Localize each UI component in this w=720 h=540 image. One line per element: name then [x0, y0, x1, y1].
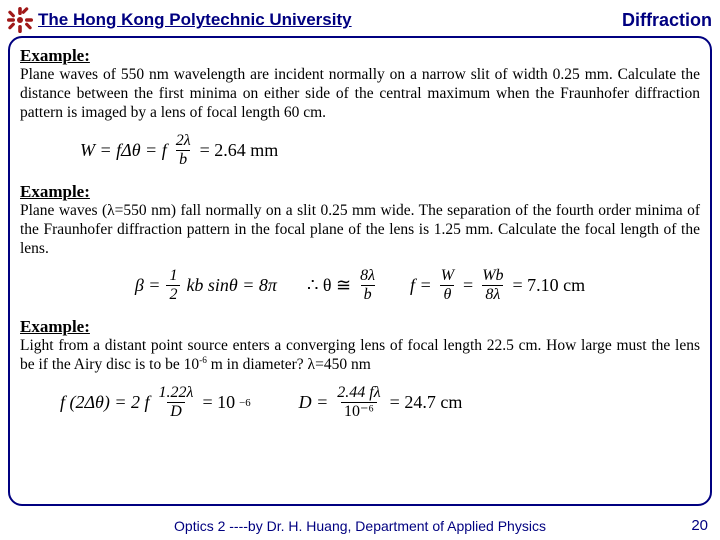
- university-logo-icon: [6, 6, 34, 34]
- slide-topic: Diffraction: [622, 10, 712, 31]
- example-label-3: Example:: [20, 317, 700, 337]
- eq2c-lhs: f =: [410, 275, 432, 296]
- eq3a-frac: 1.22λ D: [156, 385, 197, 420]
- eq2a-lhs: β =: [135, 275, 161, 296]
- eq2c-mid: =: [463, 275, 473, 296]
- equation-3: f (2Δθ) = 2 f 1.22λ D = 10−6 D = 2.44 fλ…: [20, 385, 700, 420]
- equation-2: β = 1 2 kb sinθ = 8π ∴ θ ≅ 8λ b f = W θ …: [20, 268, 700, 303]
- content-frame: Example: Plane waves of 550 nm wavelengt…: [8, 36, 712, 506]
- eq3a-rhs: = 10: [202, 392, 235, 413]
- example-label-1: Example:: [20, 46, 700, 66]
- eq1-lhs: W = fΔθ = f: [80, 140, 167, 161]
- eq2c-rhs: = 7.10 cm: [513, 275, 586, 296]
- example-2-text: Plane waves (λ=550 nm) fall normally on …: [20, 202, 700, 259]
- eq2b-pre: ∴ θ ≅: [307, 275, 351, 296]
- university-name: The Hong Kong Polytechnic University: [38, 10, 352, 30]
- eq3b-lhs: D =: [299, 392, 329, 413]
- eq1-fraction: 2λ b: [173, 133, 194, 168]
- slide-header: The Hong Kong Polytechnic University Dif…: [0, 0, 720, 36]
- slide-footer: Optics 2 ----by Dr. H. Huang, Department…: [0, 518, 720, 534]
- eq3a-lhs: f (2Δθ) = 2 f: [60, 392, 150, 413]
- equation-1: W = fΔθ = f 2λ b = 2.64 mm: [20, 133, 700, 168]
- example-3-text: Light from a distant point source enters…: [20, 337, 700, 375]
- example-1-text: Plane waves of 550 nm wavelength are inc…: [20, 66, 700, 123]
- eq2b-frac: 8λ b: [357, 268, 378, 303]
- eq3b-frac: 2.44 fλ 10⁻⁶: [334, 385, 383, 420]
- eq2c-frac1: W θ: [438, 268, 457, 303]
- eq2a-mid: kb sinθ = 8π: [186, 275, 277, 296]
- example-label-2: Example:: [20, 182, 700, 202]
- eq1-rhs: = 2.64 mm: [200, 140, 279, 161]
- page-number: 20: [691, 517, 708, 534]
- eq2a-frac: 1 2: [166, 268, 180, 303]
- eq2c-frac2: Wb 8λ: [479, 268, 506, 303]
- eq3b-rhs: = 24.7 cm: [390, 392, 463, 413]
- logo-title-group: The Hong Kong Polytechnic University: [6, 6, 352, 34]
